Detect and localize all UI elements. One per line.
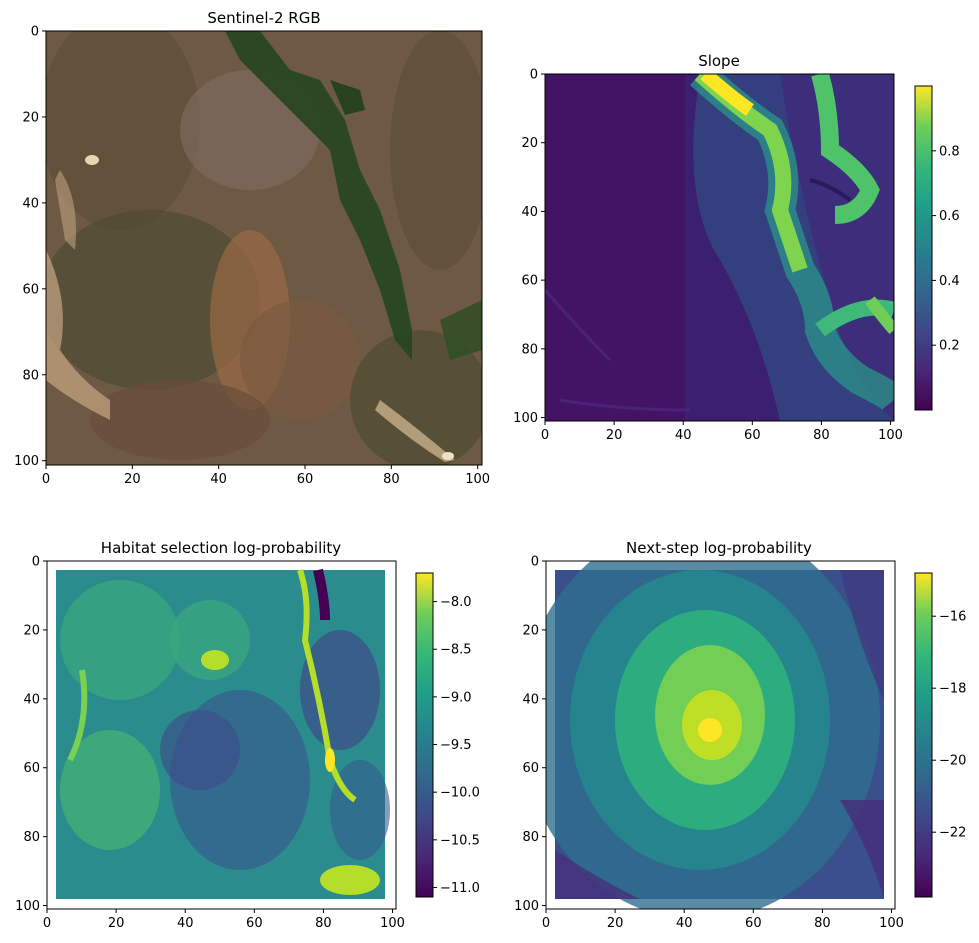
nextstep-ytick-label: 60: [522, 761, 539, 776]
habitat-ytick-label: 40: [23, 692, 40, 707]
slope-xtick-label: 40: [675, 428, 692, 443]
nextstep-ytick-label: 20: [522, 623, 539, 638]
rgb-ytick-label: 0: [31, 25, 39, 40]
panel-slope-title: Slope: [698, 52, 740, 70]
nextstep-colorbar-tick-label: −20: [939, 754, 966, 769]
habitat-colorbar: −8.0 −8.5 −9.0 −9.5 −10.0 −10.5 −11.0: [415, 572, 480, 898]
slope-xtick-label: 0: [541, 428, 549, 443]
nextstep-ytick-label: 0: [531, 555, 539, 570]
panel-nextstep: Next-step log-probability 0 20 40 60 80 10002…: [514, 539, 966, 932]
nextstep-xtick-label: 80: [814, 916, 831, 931]
slope-colorbar: 0.2 0.4 0.6 0.8: [914, 85, 960, 411]
nextstep-xtick-label: 60: [745, 916, 762, 931]
nextstep-colorbar-bar: [914, 572, 933, 898]
rgb-xtick-label: 0: [42, 472, 50, 487]
slope-ytick-label: 60: [521, 274, 538, 289]
habitat-ytick-label: 100: [15, 899, 40, 914]
nextstep-colorbar: −16 −18 −20 −22: [914, 572, 966, 898]
slope-image: [545, 74, 894, 421]
nextstep-frame: [545, 560, 896, 910]
panel-habitat-title: Habitat selection log-probability: [101, 539, 342, 557]
nextstep-xtick-label: 0: [542, 916, 550, 931]
rgb-xtick-label: 80: [383, 472, 400, 487]
slope-colorbar-tick-label: 0.8: [939, 144, 960, 159]
slope-colorbar-tick-label: 0.6: [939, 209, 960, 224]
habitat-colorbar-bar: [415, 572, 434, 898]
habitat-colorbar-tick-label: −11.0: [440, 881, 480, 896]
slope-ytick-label: 0: [530, 68, 538, 83]
slope-colorbar-bar: [914, 85, 933, 411]
habitat-xtick-label: 60: [246, 916, 263, 931]
habitat-xtick-label: 20: [108, 916, 125, 931]
slope-xtick-label: 80: [813, 428, 830, 443]
habitat-colorbar-tick-label: −10.5: [440, 833, 480, 848]
slope-xtick-label: 60: [744, 428, 761, 443]
habitat-colorbar-tick-label: −9.0: [440, 690, 472, 705]
habitat-colorbar-tick-label: −9.5: [440, 738, 472, 753]
habitat-image: [47, 561, 396, 909]
slope-ytick-label: 100: [513, 411, 538, 426]
habitat-xtick-label: 40: [177, 916, 194, 931]
slope-frame: [544, 73, 895, 422]
habitat-colorbar-tick-label: −8.0: [440, 595, 472, 610]
habitat-ytick-label: 0: [32, 555, 40, 570]
slope-xtick-label: 20: [606, 428, 623, 443]
slope-xtick-label: 100: [878, 428, 903, 443]
rgb-ytick-label: 60: [22, 282, 39, 297]
habitat-ytick-label: 60: [23, 761, 40, 776]
panel-nextstep-title: Next-step log-probability: [626, 539, 812, 557]
nextstep-ytick-label: 100: [514, 899, 539, 914]
rgb-frame: [45, 30, 483, 466]
nextstep-ytick-label: 80: [522, 830, 539, 845]
nextstep-colorbar-tick-label: −16: [939, 610, 966, 625]
slope-ytick-label: 40: [521, 205, 538, 220]
nextstep-ytick-label: 40: [522, 692, 539, 707]
slope-colorbar-tick-label: 0.4: [939, 274, 960, 289]
rgb-xtick-label: 40: [210, 472, 227, 487]
slope-colorbar-tick-label: 0.2: [939, 339, 960, 354]
slope-ytick-label: 80: [521, 342, 538, 357]
rgb-xtick-label: 60: [297, 472, 314, 487]
nextstep-colorbar-tick-label: −18: [939, 682, 966, 697]
nextstep-colorbar-tick-label: −22: [939, 826, 966, 841]
habitat-colorbar-tick-label: −8.5: [440, 643, 472, 658]
panel-habitat: Habitat selection log-probability 0 20 40 6…: [15, 539, 480, 931]
rgb-xtick-label: 100: [465, 472, 490, 487]
rgb-ytick-label: 100: [14, 454, 39, 469]
habitat-xtick-label: 100: [380, 916, 405, 931]
habitat-xtick-label: 80: [315, 916, 332, 931]
nextstep-image: [546, 561, 895, 909]
rgb-ytick-label: 20: [22, 110, 39, 125]
habitat-frame: [46, 560, 397, 910]
habitat-ytick-label: 20: [23, 623, 40, 638]
nextstep-xtick-label: 100: [879, 916, 904, 931]
rgb-image: [46, 31, 482, 465]
rgb-ytick-label: 80: [22, 368, 39, 383]
nextstep-xtick-label: 20: [607, 916, 624, 931]
panel-rgb-title: Sentinel-2 RGB: [207, 9, 320, 27]
slope-ytick-label: 20: [521, 136, 538, 151]
rgb-xtick-label: 20: [124, 472, 141, 487]
habitat-ytick-label: 80: [23, 830, 40, 845]
habitat-colorbar-tick-label: −10.0: [440, 786, 480, 801]
habitat-xtick-label: 0: [43, 916, 51, 931]
rgb-ytick-label: 40: [22, 196, 39, 211]
nextstep-xtick-label: 40: [676, 916, 693, 931]
